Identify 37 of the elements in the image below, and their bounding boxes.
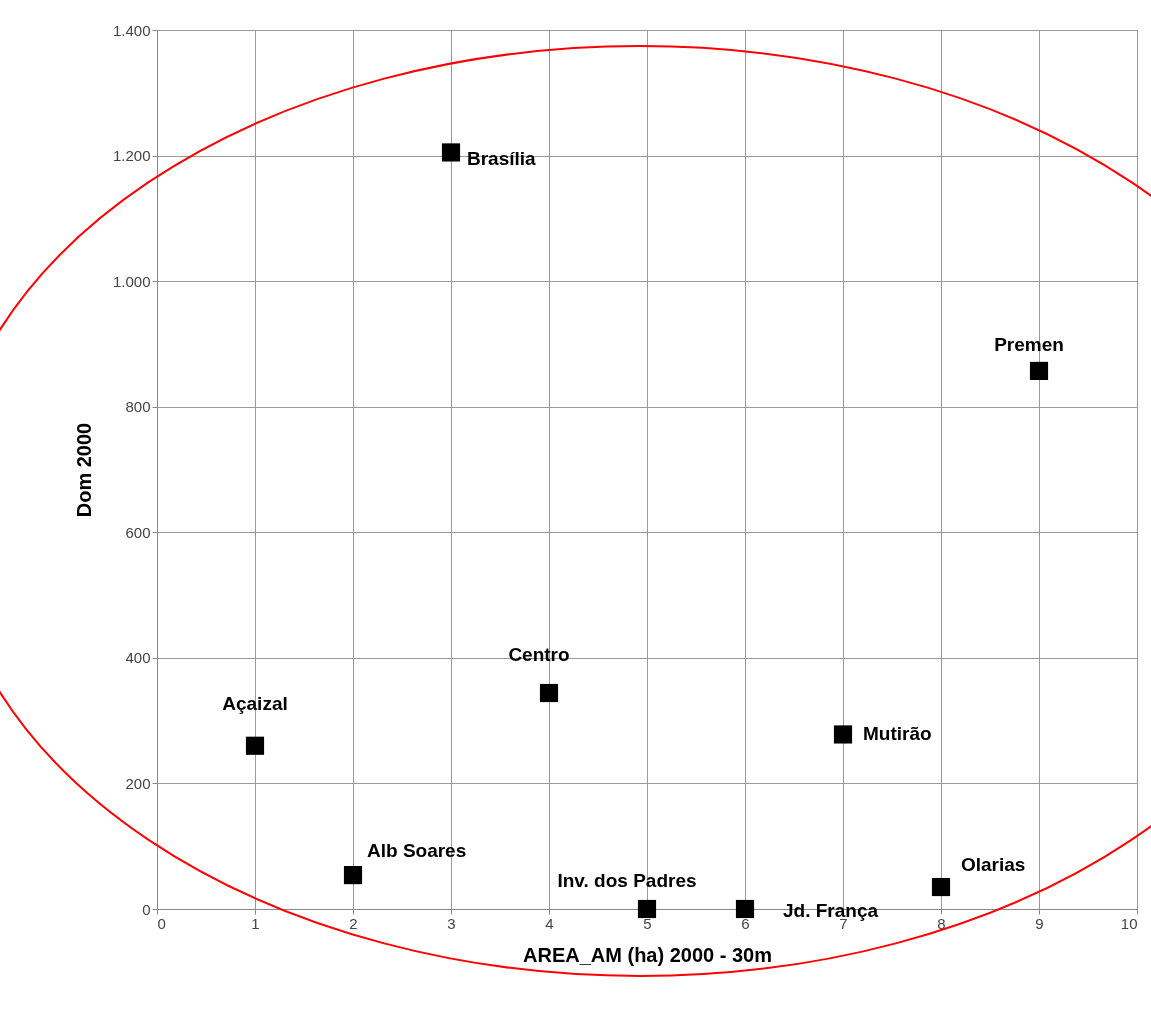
point [735, 899, 755, 919]
x-tick-label: 8 [937, 914, 946, 932]
point [931, 877, 951, 897]
x-axis-title: AREA_AM (ha) 2000 - 30m [523, 943, 772, 966]
y-tick-label: 1.000 [112, 272, 151, 290]
x-tick-label: 3 [447, 914, 456, 932]
annotation: Olarias [961, 854, 1026, 876]
x-tick-label: 1 [251, 914, 260, 932]
x-tick-label: 0 [157, 914, 166, 932]
point [637, 899, 657, 919]
point [441, 143, 461, 162]
point [245, 736, 265, 755]
annotation: Açaizal [222, 692, 288, 714]
y-tick-label: 200 [125, 774, 151, 792]
y-tick-label: 1.400 [112, 21, 151, 39]
x-tick-label: 4 [545, 914, 554, 932]
x-tick-label: 5 [643, 914, 652, 932]
annotation: Mutirão [863, 723, 932, 745]
x-tick-label: 6 [741, 914, 750, 932]
annotation: Premen [994, 333, 1064, 355]
x-tick-label: 2 [349, 914, 358, 932]
y-tick-label: 400 [125, 649, 151, 667]
x-tick-label: 10 [1120, 914, 1138, 932]
y-tick-label: 800 [125, 398, 151, 416]
annotation: Brasília [467, 148, 537, 170]
point [1029, 361, 1049, 381]
y-tick-label: 0 [142, 900, 151, 918]
annotation: Inv. dos Padres [557, 870, 697, 891]
y-tick-label: 600 [125, 523, 151, 541]
point [539, 683, 559, 703]
point [833, 725, 853, 744]
x-tick-label: 9 [1035, 914, 1044, 932]
y-tick-label: 1.200 [112, 147, 151, 165]
annotation: Centro [508, 644, 570, 666]
annotation: Alb Soares [367, 840, 467, 862]
point [343, 866, 363, 885]
y-axis-title: Dom 2000 [72, 422, 95, 518]
